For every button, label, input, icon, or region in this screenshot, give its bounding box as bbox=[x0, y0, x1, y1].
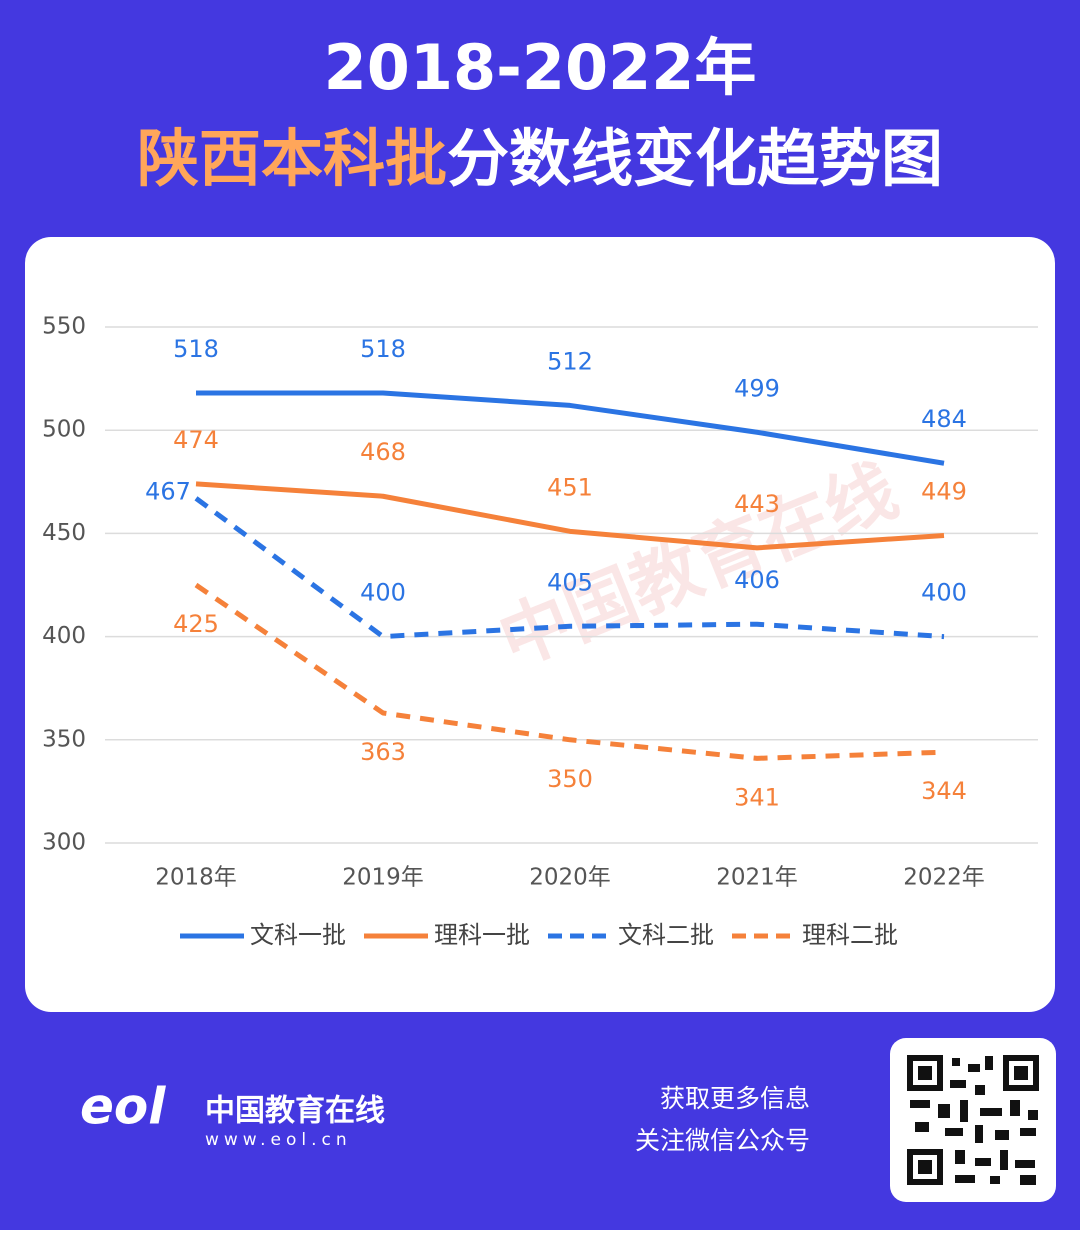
data-label: 467 bbox=[145, 477, 191, 505]
data-label: 512 bbox=[547, 347, 593, 375]
legend-label: 文科一批 bbox=[250, 921, 346, 949]
qr-code bbox=[907, 1055, 1039, 1185]
y-tick-label: 400 bbox=[42, 623, 86, 649]
data-label: 443 bbox=[734, 490, 780, 518]
legend-label: 文科二批 bbox=[618, 921, 714, 949]
y-tick-label: 300 bbox=[42, 830, 86, 856]
y-tick-label: 350 bbox=[42, 726, 86, 752]
legend-label: 理科一批 bbox=[434, 921, 530, 949]
footer-line1: 获取更多信息 bbox=[660, 1084, 810, 1113]
data-label: 518 bbox=[360, 335, 406, 363]
data-label: 400 bbox=[921, 579, 967, 607]
x-tick-label: 2018年 bbox=[155, 865, 237, 891]
data-label: 344 bbox=[921, 777, 967, 805]
data-label: 425 bbox=[173, 610, 219, 638]
data-label: 406 bbox=[734, 566, 780, 594]
data-label: 518 bbox=[173, 335, 219, 363]
y-tick-label: 500 bbox=[42, 417, 86, 443]
data-label: 363 bbox=[360, 738, 406, 766]
title-rest: 分数线变化趋势图 bbox=[447, 122, 943, 195]
brand: 中国教育在线 bbox=[205, 1094, 385, 1129]
data-label: 499 bbox=[734, 374, 780, 402]
data-label: 341 bbox=[734, 783, 780, 811]
series-line bbox=[195, 481, 945, 551]
footer-line2: 关注微信公众号 bbox=[635, 1126, 810, 1155]
x-tick-label: 2019年 bbox=[342, 865, 424, 891]
x-tick-label: 2020年 bbox=[529, 865, 611, 891]
data-label: 449 bbox=[921, 477, 967, 505]
logo-mark: eol bbox=[80, 1078, 166, 1136]
legend-label: 理科二批 bbox=[802, 921, 898, 949]
title-highlight: 陕西本科批 bbox=[137, 122, 447, 195]
y-tick-label: 450 bbox=[42, 520, 86, 546]
data-label: 468 bbox=[360, 438, 406, 466]
data-label: 350 bbox=[547, 765, 593, 793]
series-line bbox=[194, 582, 945, 761]
title-line1: 2018-2022年 bbox=[324, 31, 757, 104]
y-tick-label: 550 bbox=[42, 314, 86, 340]
data-label: 451 bbox=[547, 473, 593, 501]
data-label: 474 bbox=[173, 426, 219, 454]
data-label: 405 bbox=[547, 568, 593, 596]
title-line2: 陕西本科批分数线变化趋势图 bbox=[137, 122, 943, 195]
series-line bbox=[194, 496, 945, 640]
brand-url: www.eol.cn bbox=[205, 1130, 352, 1150]
data-label: 400 bbox=[360, 579, 406, 607]
series-line bbox=[196, 390, 945, 466]
data-label: 484 bbox=[921, 405, 967, 433]
plot: 300 350 400 450 500 550 2018年 2019年 2020年 2021年 20… bbox=[42, 314, 1038, 949]
x-tick-label: 2021年 bbox=[716, 865, 798, 891]
x-tick-label: 2022年 bbox=[903, 865, 985, 891]
